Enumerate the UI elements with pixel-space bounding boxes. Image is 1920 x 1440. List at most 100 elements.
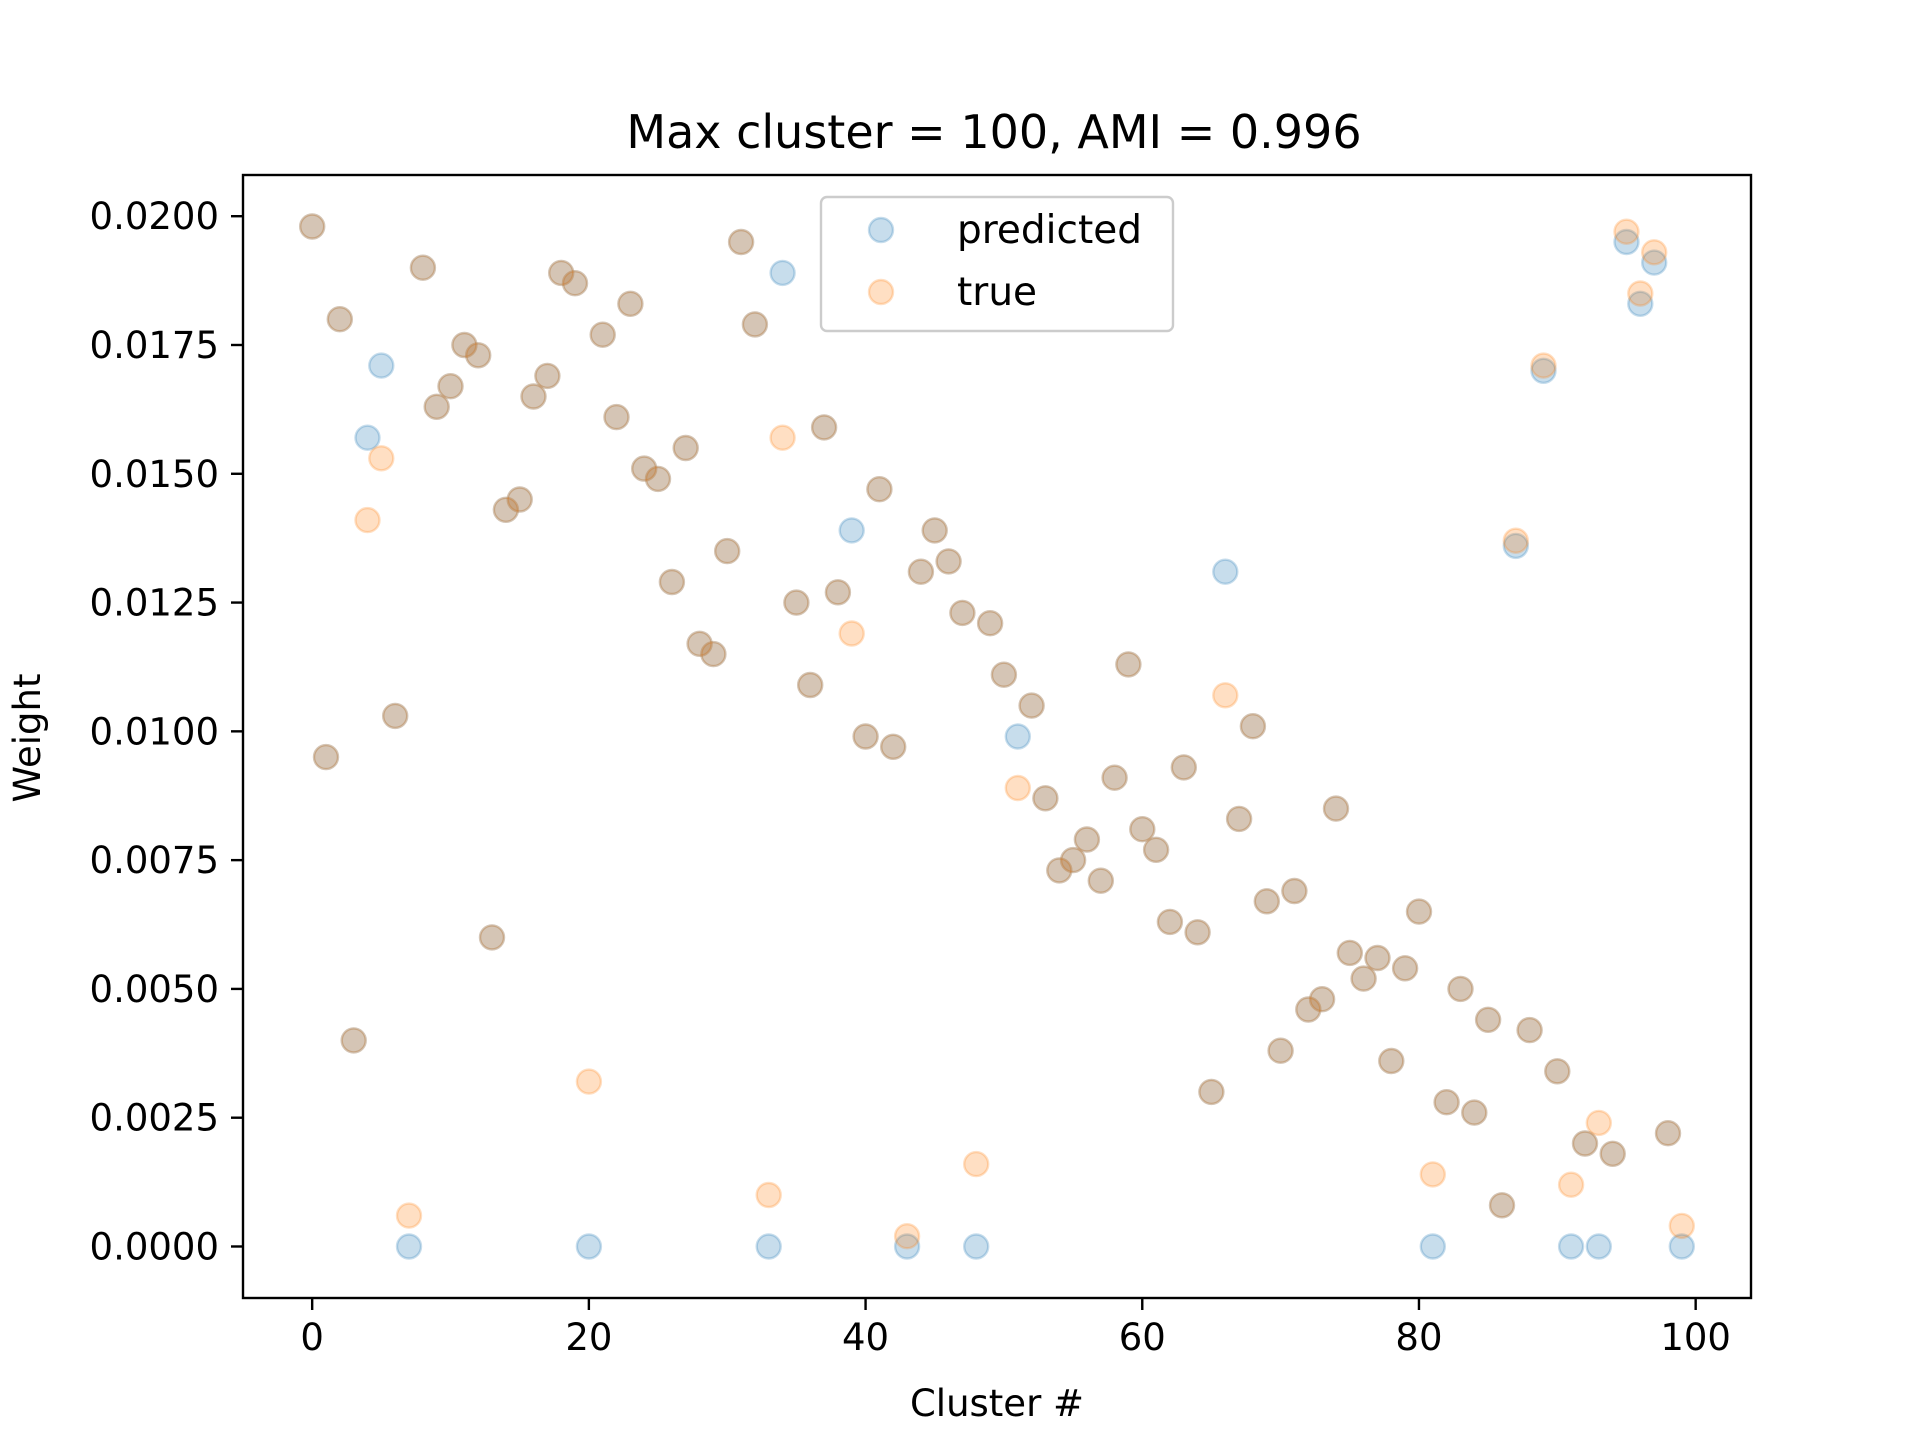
point-predicted-63: [1170, 754, 1198, 781]
point-true-26: [658, 568, 686, 596]
point-true-50: [990, 661, 1018, 688]
point-predicted-52: [1018, 692, 1045, 719]
point-predicted-75: [1336, 939, 1364, 967]
point-predicted-69: [1253, 888, 1281, 915]
point-predicted-11: [451, 331, 478, 359]
y-tick-label-4: 0.0100: [90, 710, 219, 753]
point-predicted-62: [1156, 908, 1184, 936]
data-points: [299, 213, 1696, 1260]
point-predicted-82: [1433, 1088, 1460, 1116]
point-predicted-97: [1640, 249, 1668, 276]
point-predicted-1: [312, 743, 340, 771]
point-true-14: [492, 496, 520, 523]
point-predicted-10: [437, 373, 464, 400]
x-axis: 0 20 40 60 80 100: [300, 1298, 1731, 1359]
point-true-58: [1101, 764, 1128, 791]
point-predicted-83: [1447, 975, 1474, 1003]
point-predicted-84: [1461, 1099, 1488, 1126]
point-true-0: [299, 213, 326, 240]
point-true-41: [866, 476, 893, 503]
point-predicted-76: [1350, 965, 1377, 992]
point-true-87: [1502, 527, 1530, 554]
point-true-73: [1308, 986, 1336, 1013]
point-true-20: [575, 1068, 603, 1095]
point-predicted-36: [797, 671, 824, 699]
point-predicted-19: [561, 270, 589, 297]
point-true-1: [312, 743, 340, 771]
point-true-61: [1142, 836, 1170, 863]
point-true-47: [949, 599, 976, 627]
point-true-4: [354, 506, 381, 534]
point-predicted-22: [603, 403, 630, 431]
point-true-27: [672, 434, 699, 462]
point-predicted-47: [949, 599, 976, 627]
point-predicted-33: [755, 1233, 782, 1260]
point-true-28: [686, 630, 713, 657]
point-true-74: [1322, 795, 1350, 822]
point-true-66: [1212, 682, 1239, 709]
point-predicted-29: [700, 640, 727, 668]
point-true-24: [631, 455, 658, 482]
point-true-65: [1198, 1078, 1225, 1106]
point-true-84: [1461, 1099, 1488, 1126]
x-tick-label-40: 40: [842, 1316, 889, 1359]
point-true-75: [1336, 939, 1364, 967]
point-predicted-41: [866, 476, 893, 503]
point-predicted-86: [1488, 1192, 1516, 1219]
point-predicted-16: [520, 383, 547, 410]
point-predicted-79: [1391, 955, 1419, 982]
point-predicted-14: [492, 496, 520, 523]
point-true-37: [810, 414, 838, 441]
point-true-2: [326, 306, 353, 333]
point-predicted-28: [686, 630, 713, 657]
point-predicted-6: [382, 702, 409, 730]
point-true-42: [880, 733, 907, 760]
point-predicted-38: [824, 579, 852, 606]
point-predicted-20: [575, 1233, 603, 1260]
point-true-29: [700, 640, 727, 668]
point-predicted-71: [1281, 877, 1308, 905]
point-true-97: [1640, 239, 1668, 266]
x-tick-label-60: 60: [1119, 1316, 1166, 1359]
point-predicted-17: [534, 362, 561, 390]
point-true-93: [1585, 1109, 1613, 1137]
point-true-38: [824, 579, 852, 606]
point-predicted-34: [769, 259, 796, 287]
point-predicted-18: [548, 259, 575, 287]
y-tick-label-1: 0.0025: [90, 1097, 219, 1140]
point-true-5: [368, 445, 395, 472]
point-true-89: [1530, 352, 1557, 379]
point-true-33: [755, 1181, 782, 1209]
point-true-13: [478, 924, 506, 951]
point-true-35: [783, 589, 810, 616]
point-predicted-87: [1502, 532, 1530, 560]
point-predicted-24: [631, 455, 658, 482]
point-predicted-51: [1004, 723, 1031, 750]
point-true-21: [589, 321, 616, 348]
point-true-83: [1447, 975, 1474, 1003]
point-predicted-37: [810, 414, 838, 441]
point-predicted-32: [741, 311, 769, 338]
point-true-82: [1433, 1088, 1460, 1116]
point-true-40: [852, 723, 879, 750]
point-predicted-53: [1032, 785, 1059, 812]
point-predicted-58: [1101, 764, 1128, 791]
point-predicted-90: [1544, 1058, 1571, 1085]
point-predicted-42: [880, 733, 907, 760]
point-predicted-39: [838, 517, 865, 544]
point-true-7: [395, 1202, 423, 1229]
point-true-43: [893, 1222, 921, 1250]
point-true-23: [617, 290, 644, 317]
point-true-94: [1599, 1140, 1626, 1168]
legend-marker-true: [867, 278, 895, 306]
point-predicted-30: [714, 537, 741, 565]
point-predicted-81: [1419, 1233, 1447, 1260]
point-true-9: [423, 393, 450, 420]
point-true-44: [907, 558, 935, 585]
point-true-86: [1488, 1192, 1516, 1219]
point-true-8: [409, 254, 437, 281]
point-true-18: [548, 259, 575, 287]
point-true-57: [1087, 867, 1115, 894]
point-true-55: [1059, 846, 1087, 874]
point-true-92: [1571, 1130, 1599, 1157]
